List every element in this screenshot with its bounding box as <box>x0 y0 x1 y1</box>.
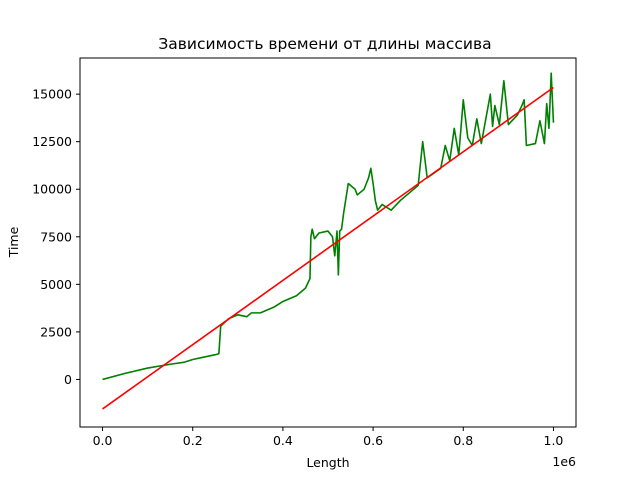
y-tick-label: 0 <box>64 372 72 387</box>
x-axis-label: Length <box>306 455 349 470</box>
plot-frame <box>79 57 577 428</box>
y-tick-label: 5000 <box>40 277 72 292</box>
x-tick-label: 0.8 <box>453 433 473 448</box>
y-tick-label: 10000 <box>32 182 72 197</box>
series-line-1 <box>102 86 554 410</box>
y-tick-label: 12500 <box>32 134 72 149</box>
x-tick-label: 0.4 <box>273 433 293 448</box>
y-axis-label: Time <box>6 226 21 258</box>
x-tick-label: 0.0 <box>93 433 113 448</box>
plot-series <box>102 72 555 410</box>
series-line-0 <box>102 72 555 381</box>
x-tick-label: 0.2 <box>183 433 203 448</box>
x-tick-label: 1.0 <box>544 433 564 448</box>
y-tick-label: 2500 <box>40 324 72 339</box>
x-tick-label: 0.6 <box>363 433 383 448</box>
x-axis-offset-label: 1e6 <box>552 454 576 469</box>
y-tick-label: 15000 <box>32 87 72 102</box>
chart-title: Зависимость времени от длины массива <box>158 35 491 53</box>
y-axis: 0 2500 5000 7500 10000 12500 15000 <box>32 87 80 387</box>
x-axis: 0.0 0.2 0.4 0.6 0.8 1.0 <box>93 427 564 448</box>
y-tick-label: 7500 <box>40 229 72 244</box>
